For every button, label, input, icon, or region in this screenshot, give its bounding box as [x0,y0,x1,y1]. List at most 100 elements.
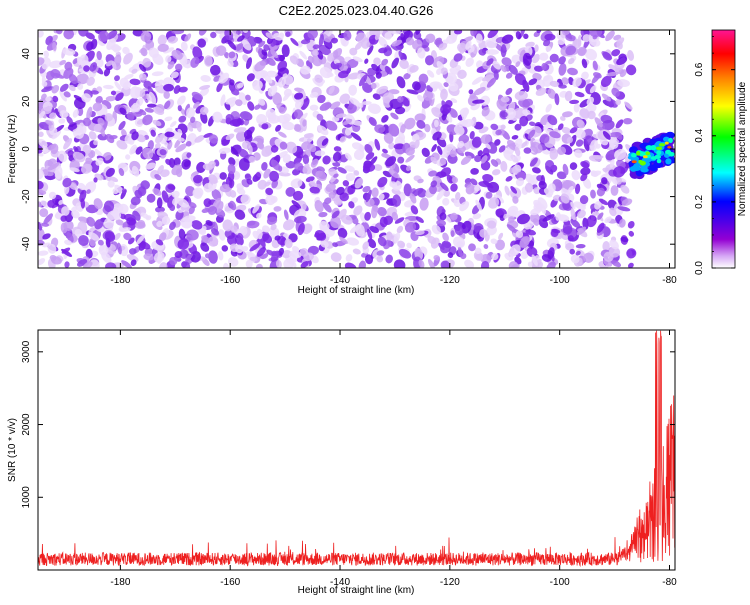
spectrogram-cell [247,101,255,111]
spectrogram-cell [384,66,393,75]
spectrogram-cell [554,93,560,106]
spectrogram-cell [256,263,263,268]
spectrogram-cell [291,200,302,209]
spectrogram-cell [103,200,115,213]
spectrogram-cell [64,239,72,246]
spectrogram-cell [38,57,45,66]
spectrogram-cell [391,39,403,47]
spectrogram-cell [386,231,393,241]
spectrogram-cell [43,50,50,58]
snr-x-tick-label: -120 [440,577,460,588]
spectrogram-cell [480,261,490,268]
spectrogram-cell [577,209,586,219]
spectrogram-cell [134,221,146,229]
spectrogram-cell [221,245,229,252]
spectrogram-cell [320,240,329,248]
spectrogram-cell [203,55,213,67]
spectrogram-cell [47,243,57,254]
spectrogram-cell [570,218,581,229]
spectrogram-cell [157,34,167,46]
spectrogram-cell [404,221,417,233]
spectrogram-cell [59,59,67,66]
spectrogram-cell [177,238,190,250]
spectrogram-cell [503,150,515,161]
spectrogram-cell [174,63,183,72]
spectrogram-cell [562,163,569,176]
spectrogram-cell [412,39,423,50]
spectrogram-cell [328,191,336,199]
spectrogram-cell [261,162,268,171]
spectrogram-signal-cell [668,137,673,143]
spectrogram-cell [273,206,282,212]
spectrogram-cell [97,133,108,141]
spectrogram-cell [617,206,631,212]
spectrogram-cell [319,67,332,79]
spectrogram-cell [470,30,478,37]
spectrogram-cell [571,169,581,181]
spectrogram-cell [62,48,76,56]
spectrogram-cell [310,158,319,168]
spectrogram-cell [539,52,549,61]
spectrogram-cell [533,187,541,195]
spectrogram-cell [580,167,591,176]
spectrogram-cell [105,133,115,144]
spectrogram-cell [167,141,173,150]
spectrogram-cell [605,149,618,161]
spectrogram-cell [332,151,342,162]
spectrogram-cell [621,198,633,206]
spectrogram-cell [394,217,405,224]
spectrogram-cell [608,64,619,73]
spectrogram-cell [537,262,544,268]
spectrogram-cell [167,184,176,191]
spectrogram-cell [178,228,186,240]
spectrogram-cell [534,44,539,52]
spectrogram-cell [459,201,470,212]
spectrogram-cell [575,250,581,256]
spectrogram-cell [132,210,141,221]
spectrogram-cell [526,246,538,257]
spectrogram-cell [176,198,190,208]
spectrogram-cell [344,262,357,268]
spectrogram-cell [256,142,264,149]
spectrogram-cell [229,190,237,198]
spectrogram-cell [515,230,524,239]
spectrogram-cell [85,32,95,40]
spectrogram-cell [175,143,187,153]
spectrogram-cell [427,258,436,268]
spectrogram-cell [512,155,521,163]
spectrogram-cell [354,178,364,189]
spectrogram-cell [501,57,512,66]
spectrogram-signal-cell [645,151,651,156]
spectrogram-cell [321,138,329,146]
spectrogram-cell [199,87,210,97]
spectrogram-cell [392,194,402,207]
spectrogram-cell [209,134,219,144]
spectrogram-cell [545,103,552,113]
spectrogram-cell [580,161,590,169]
spectrogram-cell [235,99,243,107]
spectrogram-cell [575,243,586,249]
spectrogram-cell [180,41,188,51]
spectrogram-cell [333,48,343,59]
spectrogram-cell [252,204,260,214]
spectrogram-cell [415,230,425,236]
spectrogram-cell [344,125,353,136]
spectrogram-cell [246,178,253,185]
spectrogram-cell [484,142,491,150]
spectrogram-cell [314,200,324,213]
spectrogram-cell [592,34,598,40]
colorbar: 0.0 0.2 0.4 0.6 Normalized spectral amplitu… [694,29,748,275]
spectrogram-cell [101,251,112,264]
spectrogram-signal-cell [631,153,637,158]
spectrogram-cell [477,150,483,157]
spectrogram-cell [346,237,359,246]
spectrogram-cell [547,88,556,99]
spectrogram-cell [434,37,443,45]
spectrogram-cell [194,134,205,143]
spectrogram-cell [129,86,141,99]
spectrogram-cell [98,245,105,252]
spectrogram-cell [500,44,507,58]
spectrogram-cell [374,124,386,134]
spectrogram-cell [38,110,46,119]
spectrogram-cell [256,212,262,219]
